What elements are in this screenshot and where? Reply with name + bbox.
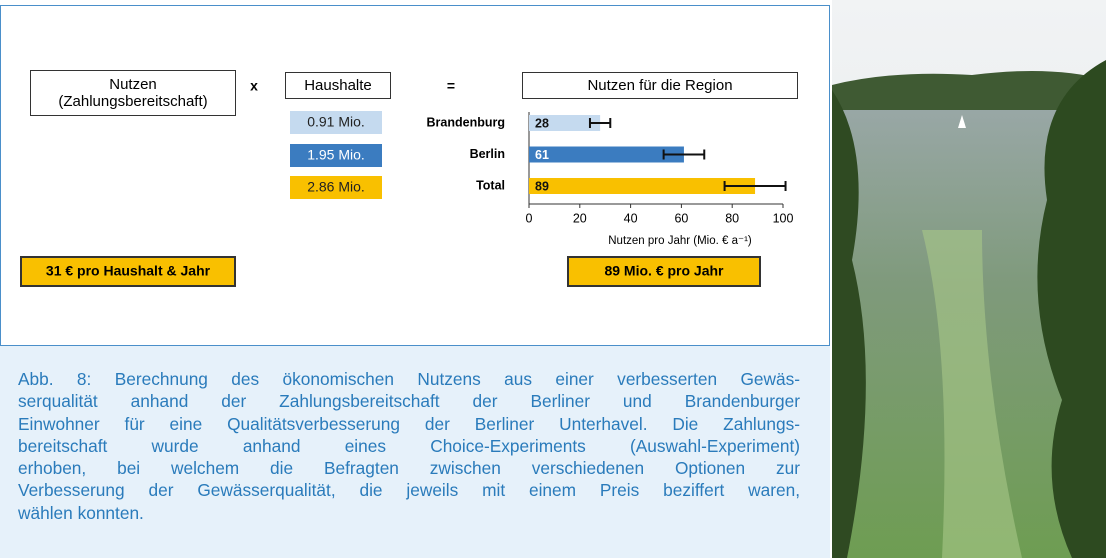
header: Nutzen: [109, 76, 157, 93]
caption-line: Einwohner für eine Qualitätsverbesserung…: [18, 413, 800, 434]
category-label: Total: [476, 178, 505, 192]
header-box: [30, 70, 236, 116]
header-box: [285, 72, 391, 99]
value-label: 89: [535, 179, 549, 193]
error-bar: [662, 149, 706, 160]
household-value: 2.86 Mio.: [307, 179, 365, 195]
value-label: 61: [535, 148, 549, 162]
x-axis-label: Nutzen pro Jahr (Mio. € a⁻¹): [608, 235, 752, 247]
summary-box: [567, 256, 761, 287]
x-tick-label: 40: [624, 211, 638, 225]
summary-box: [20, 256, 236, 287]
value-label: 28: [535, 116, 549, 130]
caption-line: Verbesserung der Gewässerqualität, die j…: [18, 480, 800, 501]
header: (Zahlungsbereitschaft): [58, 93, 207, 110]
caption-line: erhoben, bei welchem die Befragten zwisc…: [18, 458, 800, 479]
household-value: 0.91 Mio.: [307, 114, 365, 130]
bar: [529, 178, 756, 194]
household-box: [290, 144, 382, 167]
summary: 31 € pro Haushalt & Jahr: [46, 263, 211, 279]
caption-line: bereitschaft wurde anhand eines Choice-E…: [18, 435, 800, 456]
caption-line: Abb. 8: Berechnung des ökonomischen Nutz…: [18, 369, 800, 389]
figure: Nutzen (Zahlungsbereitschaft) x Haushalt…: [0, 5, 830, 346]
household-box: [290, 111, 382, 134]
summary: 89 Mio. € pro Jahr: [604, 263, 724, 279]
x-tick-label: 60: [674, 211, 688, 225]
operator: x: [250, 78, 258, 94]
error-bar: [588, 118, 612, 128]
caption-line: serqualität anhand der Zahlungsbereitsch…: [18, 391, 800, 412]
error-bar: [723, 181, 787, 191]
bar: [529, 115, 601, 131]
header: Nutzen für die Region: [587, 77, 732, 94]
household-box: [290, 176, 382, 199]
header: Haushalte: [304, 77, 372, 94]
caption: Abb. 8: Berechnung des ökonomischen Nutz…: [0, 346, 830, 558]
photo: [832, 0, 1106, 558]
x-tick-label: 0: [526, 211, 533, 225]
bar: [529, 146, 684, 163]
x-tick-label: 20: [573, 211, 587, 225]
caption-line: wählen konnten.: [18, 502, 144, 523]
x-tick-label: 80: [725, 211, 739, 225]
operator: =: [447, 78, 455, 94]
figure-frame: [0, 5, 830, 346]
household-value: 1.95 Mio.: [307, 147, 365, 163]
x-tick-label: 100: [773, 211, 794, 225]
header-box: [522, 72, 798, 99]
category-label: Brandenburg: [427, 115, 505, 129]
category-label: Berlin: [470, 147, 505, 161]
